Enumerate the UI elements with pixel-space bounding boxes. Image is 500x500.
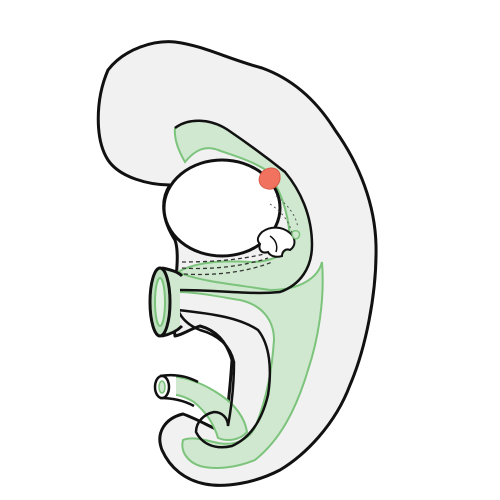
small-branch-nub <box>291 229 301 240</box>
green-tissue-column <box>177 261 324 469</box>
large-cavity <box>162 158 282 258</box>
tissue-outline <box>174 119 314 295</box>
green-tissue-lower-arm <box>163 374 249 441</box>
small-branch-inner-line <box>269 235 278 253</box>
upper-tube-bottom-edge <box>161 324 184 338</box>
red-spot <box>258 167 281 190</box>
column-outline <box>176 308 272 449</box>
upper-tube-top-edge <box>161 266 184 278</box>
dashed-lines <box>181 253 273 276</box>
lower-tube-inner-ring <box>158 380 166 394</box>
upper-tube-inner-ring <box>154 277 166 327</box>
dotted-lines-upper <box>269 195 299 235</box>
